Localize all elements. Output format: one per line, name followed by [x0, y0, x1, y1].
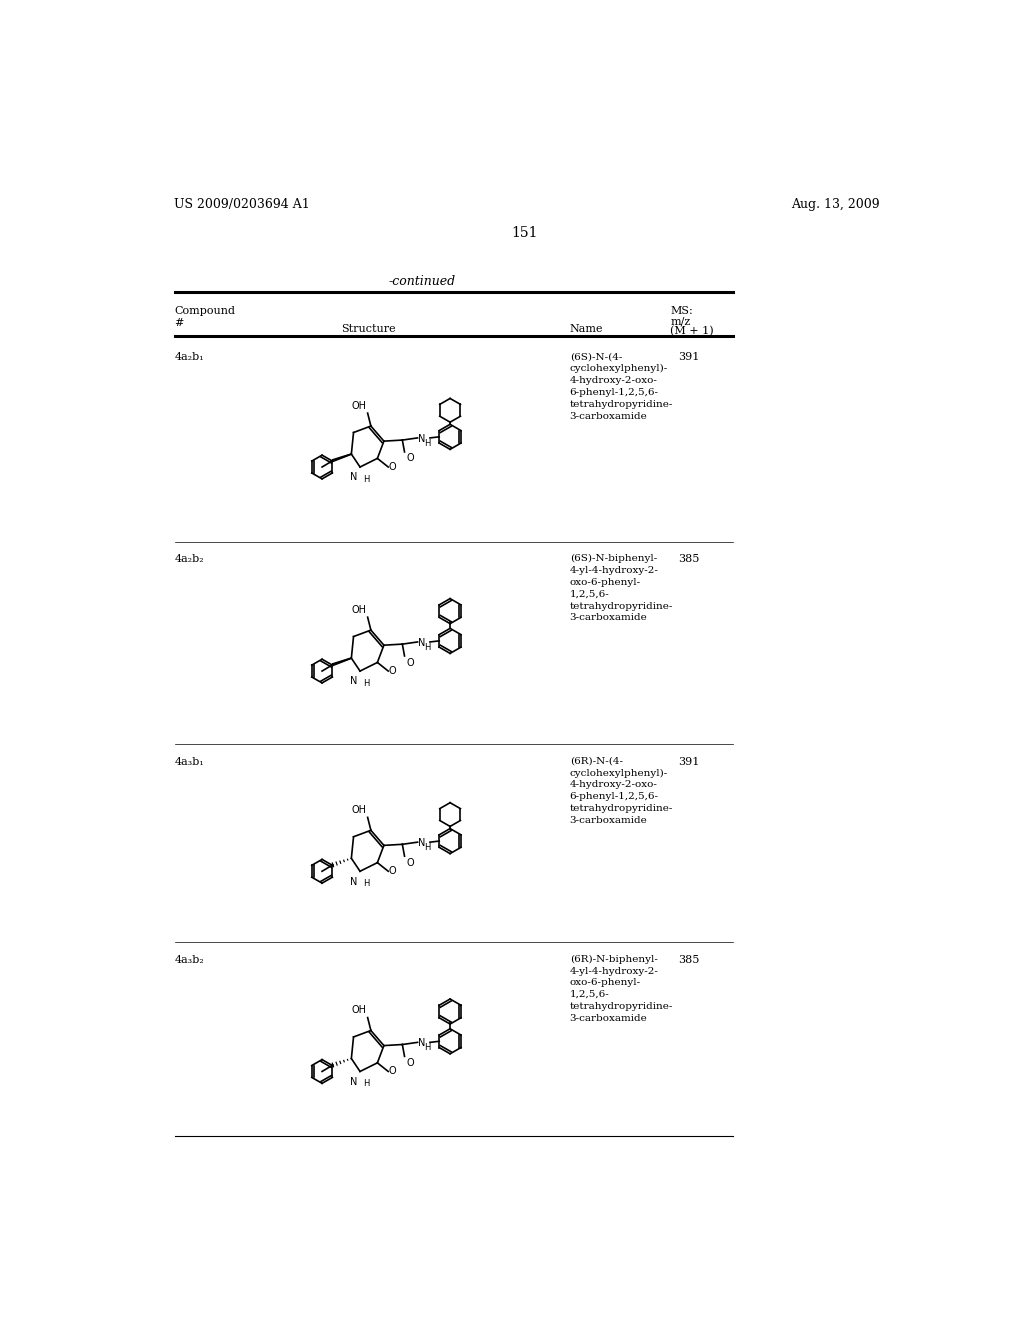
- Text: Compound: Compound: [174, 306, 236, 317]
- Text: 391: 391: [678, 352, 699, 363]
- Text: N: N: [419, 838, 426, 847]
- Text: 4a₃b₂: 4a₃b₂: [174, 954, 204, 965]
- Text: 151: 151: [512, 226, 538, 240]
- Text: H: H: [425, 843, 431, 851]
- Text: O: O: [407, 454, 414, 463]
- Text: (6R)-N-biphenyl-
4-yl-4-hydroxy-2-
oxo-6-phenyl-
1,2,5,6-
tetrahydropyridine-
3-: (6R)-N-biphenyl- 4-yl-4-hydroxy-2- oxo-6…: [569, 954, 673, 1023]
- Text: O: O: [388, 1067, 396, 1077]
- Text: N: N: [419, 434, 426, 444]
- Text: O: O: [407, 1057, 414, 1068]
- Text: H: H: [364, 1080, 370, 1088]
- Text: OH: OH: [351, 1006, 367, 1015]
- Text: N: N: [350, 676, 357, 686]
- Text: Aug. 13, 2009: Aug. 13, 2009: [792, 198, 880, 211]
- Text: 391: 391: [678, 756, 699, 767]
- Text: (6R)-N-(4-
cyclohexylphenyl)-
4-hydroxy-2-oxo-
6-phenyl-1,2,5,6-
tetrahydropyrid: (6R)-N-(4- cyclohexylphenyl)- 4-hydroxy-…: [569, 756, 673, 825]
- Text: O: O: [407, 858, 414, 867]
- Text: 4a₂b₁: 4a₂b₁: [174, 352, 204, 363]
- Text: N: N: [419, 1038, 426, 1048]
- Text: 4a₃b₁: 4a₃b₁: [174, 756, 204, 767]
- Text: #: #: [174, 318, 184, 327]
- Text: Structure: Structure: [341, 323, 395, 334]
- Text: H: H: [425, 643, 431, 652]
- Text: H: H: [364, 879, 370, 888]
- Text: -continued: -continued: [389, 276, 456, 289]
- Text: MS:: MS:: [671, 306, 693, 317]
- Text: (M + 1): (M + 1): [671, 326, 714, 337]
- Text: O: O: [388, 866, 396, 876]
- Text: OH: OH: [351, 605, 367, 615]
- Text: O: O: [388, 462, 396, 473]
- Text: N: N: [350, 1077, 357, 1086]
- Text: N: N: [350, 473, 357, 482]
- Text: O: O: [407, 657, 414, 668]
- Text: (6S)-N-biphenyl-
4-yl-4-hydroxy-2-
oxo-6-phenyl-
1,2,5,6-
tetrahydropyridine-
3-: (6S)-N-biphenyl- 4-yl-4-hydroxy-2- oxo-6…: [569, 554, 673, 622]
- Text: OH: OH: [351, 401, 367, 411]
- Text: Name: Name: [569, 323, 603, 334]
- Text: N: N: [350, 876, 357, 887]
- Text: (6S)-N-(4-
cyclohexylphenyl)-
4-hydroxy-2-oxo-
6-phenyl-1,2,5,6-
tetrahydropyrid: (6S)-N-(4- cyclohexylphenyl)- 4-hydroxy-…: [569, 352, 673, 421]
- Text: H: H: [364, 475, 370, 483]
- Text: OH: OH: [351, 805, 367, 814]
- Text: H: H: [425, 438, 431, 447]
- Text: H: H: [425, 1043, 431, 1052]
- Text: US 2009/0203694 A1: US 2009/0203694 A1: [174, 198, 310, 211]
- Text: H: H: [364, 678, 370, 688]
- Text: 385: 385: [678, 554, 699, 564]
- Text: m/z: m/z: [671, 317, 691, 326]
- Text: 4a₂b₂: 4a₂b₂: [174, 554, 204, 564]
- Text: 385: 385: [678, 954, 699, 965]
- Text: N: N: [419, 638, 426, 648]
- Text: O: O: [388, 667, 396, 676]
